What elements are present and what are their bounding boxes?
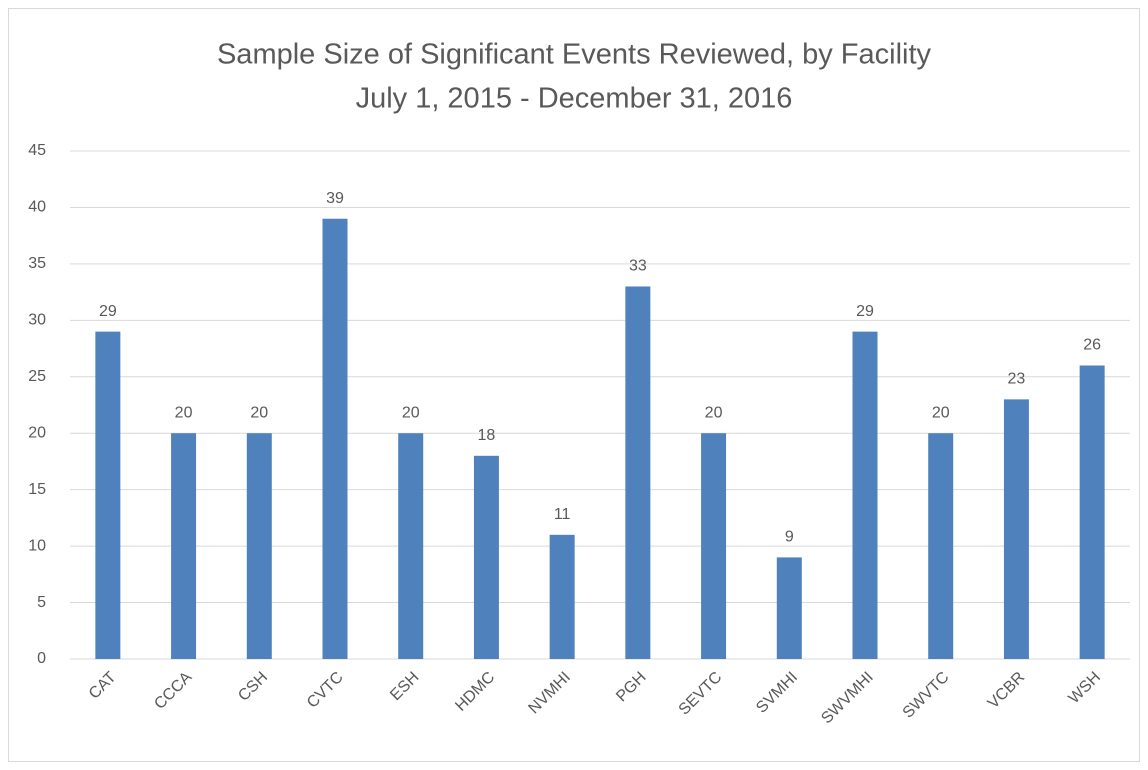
data-label: 20: [705, 404, 723, 421]
data-label: 20: [932, 404, 950, 421]
bar: [398, 433, 424, 659]
data-label: 20: [250, 404, 268, 421]
bar: [246, 433, 272, 659]
data-label: 39: [326, 190, 344, 207]
bar: [95, 331, 121, 659]
data-label: 9: [785, 529, 794, 546]
data-label: 23: [1008, 371, 1026, 388]
data-label: 11: [554, 506, 571, 523]
bar: [549, 534, 575, 659]
y-tick-label: 30: [28, 312, 46, 329]
bar: [1079, 365, 1105, 659]
y-tick-label: 25: [28, 368, 46, 385]
data-label: 20: [175, 404, 193, 421]
y-tick-label: 35: [28, 255, 46, 272]
data-label: 26: [1083, 337, 1101, 354]
y-tick-label: 0: [37, 650, 46, 667]
bar: [928, 433, 954, 659]
data-label: 20: [402, 404, 420, 421]
data-label: 29: [856, 303, 874, 320]
bar: [473, 455, 499, 659]
bar: [171, 433, 197, 659]
y-tick-label: 45: [28, 142, 46, 159]
data-label: 29: [99, 303, 117, 320]
bar: [701, 433, 727, 659]
bar: [852, 331, 878, 659]
chart-title: Sample Size of Significant Events Review…: [217, 39, 932, 71]
y-tick-label: 15: [28, 481, 46, 498]
bar: [625, 286, 651, 659]
data-label: 33: [629, 258, 647, 275]
data-label: 18: [478, 427, 496, 444]
chart-subtitle: July 1, 2015 - December 31, 2016: [356, 83, 793, 115]
y-tick-label: 5: [37, 594, 46, 611]
bar: [322, 218, 348, 659]
y-tick-label: 40: [28, 199, 46, 216]
y-tick-label: 10: [28, 537, 46, 554]
bar: [1003, 399, 1029, 659]
y-tick-label: 20: [28, 424, 46, 441]
bar: [776, 557, 802, 659]
